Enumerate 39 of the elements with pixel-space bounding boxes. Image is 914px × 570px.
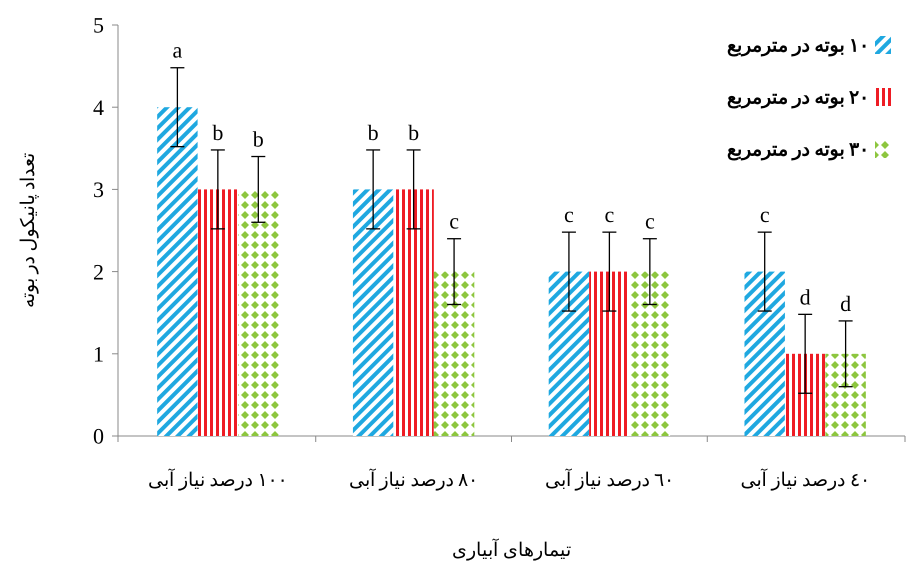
bar	[744, 272, 785, 436]
bar	[548, 272, 590, 436]
data-label: b	[252, 126, 264, 152]
bar	[630, 272, 670, 436]
bar	[198, 189, 238, 436]
legend-label: ١٠ بوته در مترمربع	[726, 36, 869, 57]
bar	[434, 272, 474, 436]
data-label: c	[449, 208, 460, 234]
y-axis-title: تعداد پانیکول در بوته	[18, 152, 39, 308]
y-tick-label: 2	[93, 259, 104, 284]
data-label: b	[408, 120, 420, 145]
data-label: d	[800, 284, 811, 310]
data-label: c	[604, 202, 615, 228]
bar	[784, 354, 826, 436]
y-tick-label: 0	[93, 424, 104, 449]
x-tick-label: ١٠٠ درصد نیاز آبی	[148, 468, 288, 491]
data-label: c	[564, 202, 574, 228]
bar	[825, 354, 866, 436]
bar	[393, 189, 434, 436]
data-label: d	[840, 290, 852, 316]
y-tick-label: 1	[93, 342, 104, 366]
legend-label: ٢٠ بوته در مترمربع	[726, 88, 869, 109]
x-tick-label: ٤٠ درصد نیاز آبی	[740, 468, 870, 491]
x-tick-label: ٨٠ درصد نیاز آبی	[348, 468, 478, 491]
data-label: c	[760, 202, 770, 228]
y-tick-label: 5	[93, 12, 104, 38]
data-label: c	[644, 208, 655, 234]
data-label: b	[368, 120, 379, 145]
bar	[238, 189, 279, 436]
x-tick-label: ٦٠ درصد نیاز آبی	[544, 468, 674, 491]
data-label: b	[212, 120, 224, 145]
bar	[352, 189, 394, 436]
legend-label: ٣٠ بوته در مترمربع	[726, 140, 869, 161]
bar	[589, 272, 630, 436]
data-label: a	[172, 38, 182, 63]
y-tick-label: 4	[93, 94, 104, 120]
bar	[157, 107, 198, 436]
y-tick-label: 3	[93, 177, 104, 202]
x-axis-title: تیمارهای آبیاری	[452, 538, 571, 561]
